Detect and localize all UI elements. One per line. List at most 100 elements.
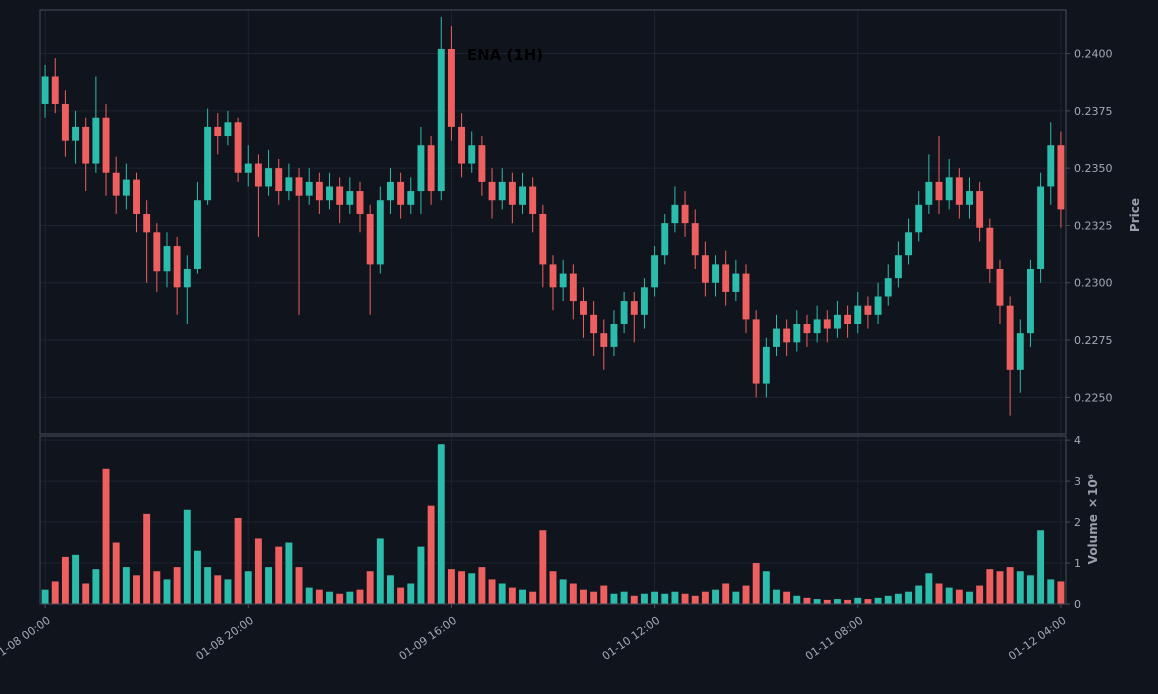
volume-bar: [478, 567, 486, 604]
volume-bar: [630, 595, 638, 604]
price-panel-border: [39, 9, 1067, 435]
chart-title: ENA (1H): [466, 46, 544, 64]
price-tick-label: 0.2275: [1074, 334, 1113, 347]
candle-body: [945, 177, 953, 201]
candle-body: [285, 177, 293, 192]
candle-body: [407, 191, 415, 205]
candle-body: [590, 314, 598, 334]
x-tick-label: 01-12 04:00: [1006, 614, 1068, 663]
volume-bar: [133, 575, 140, 604]
candle-body: [813, 319, 821, 334]
candle-body: [580, 301, 587, 315]
volume-bar: [651, 591, 659, 604]
candle-body: [549, 264, 557, 288]
volume-bar: [112, 542, 120, 604]
candle-body: [773, 328, 780, 347]
volume-bar: [915, 585, 923, 604]
candle-body: [508, 181, 516, 205]
volume-bar: [722, 583, 730, 604]
candle-body: [305, 181, 313, 196]
volume-bar: [295, 567, 303, 604]
volume-bar: [813, 599, 821, 604]
candle-body: [41, 76, 49, 104]
candle-body: [387, 181, 394, 201]
candle-body: [559, 273, 567, 288]
candle-body: [833, 314, 841, 329]
volume-bar: [265, 567, 273, 604]
series: [41, 16, 1065, 604]
volume-bar: [600, 585, 608, 604]
candle-body: [762, 346, 770, 384]
volume-tick-label: 0: [1074, 598, 1081, 611]
candle-body: [244, 163, 252, 173]
candle-body: [1057, 145, 1065, 210]
candle-body: [630, 301, 638, 315]
candle-body: [752, 319, 760, 384]
volume-bar: [183, 509, 191, 604]
volume-bar: [315, 589, 323, 604]
x-tick-label: 01-08 20:00: [193, 614, 255, 663]
volume-bar: [1006, 567, 1014, 604]
candle-body: [701, 255, 709, 283]
volume-bar: [874, 597, 882, 604]
candle-body: [793, 323, 801, 343]
candle-body: [854, 305, 862, 324]
candle-body: [163, 246, 171, 272]
candle-body: [783, 328, 791, 343]
volume-bar: [143, 513, 151, 604]
volume-bar: [701, 591, 709, 604]
candle-body: [539, 213, 547, 265]
volume-bar: [498, 583, 506, 604]
volume-bar: [732, 591, 740, 604]
volume-bar: [976, 585, 984, 604]
candle-body: [122, 179, 130, 196]
volume-bar: [894, 593, 902, 604]
candle-body: [204, 126, 212, 201]
candle-body: [569, 273, 577, 302]
volume-bar: [610, 593, 618, 604]
volume-bar: [41, 589, 49, 604]
volume-bar: [508, 587, 516, 604]
volume-bar: [173, 567, 181, 604]
volume-bar: [82, 583, 90, 604]
candle-body: [915, 204, 923, 233]
candle-body: [600, 333, 608, 347]
candle-body: [1016, 333, 1024, 370]
candle-body: [1037, 186, 1045, 269]
candle-body: [234, 122, 242, 173]
candle-body: [265, 168, 273, 187]
candle-body: [519, 186, 526, 205]
candle-body: [346, 191, 354, 205]
volume-tick-label: 4: [1074, 434, 1081, 447]
volume-bar: [488, 579, 496, 604]
candle-body: [143, 213, 151, 233]
volume-bar: [519, 589, 526, 604]
candle-body: [275, 168, 283, 192]
candle-body: [447, 48, 455, 127]
volume-bar: [752, 563, 760, 604]
volume-bar: [1026, 575, 1034, 604]
candle-body: [336, 186, 344, 205]
volume-bar: [884, 595, 892, 604]
candle-body: [529, 186, 537, 214]
volume-bar: [153, 571, 161, 604]
candle-body: [610, 323, 618, 347]
volume-tick-label: 3: [1074, 475, 1081, 488]
volume-bar: [417, 546, 425, 604]
candle-body: [92, 117, 100, 164]
volume-bar: [366, 571, 374, 604]
candle-body: [996, 268, 1004, 306]
volume-bar: [945, 587, 953, 604]
volume-bar: [996, 571, 1004, 604]
price-tick-label: 0.2325: [1074, 219, 1113, 232]
volume-bar: [590, 591, 598, 604]
volume-bar: [580, 589, 587, 604]
volume-tick-label: 2: [1074, 516, 1081, 529]
candle-body: [874, 296, 882, 315]
candle-body: [935, 181, 943, 201]
candle-body: [976, 191, 984, 228]
candle-body: [214, 126, 222, 137]
volume-bar: [397, 587, 405, 604]
volume-bar: [671, 591, 679, 604]
volume-bar: [640, 593, 648, 604]
